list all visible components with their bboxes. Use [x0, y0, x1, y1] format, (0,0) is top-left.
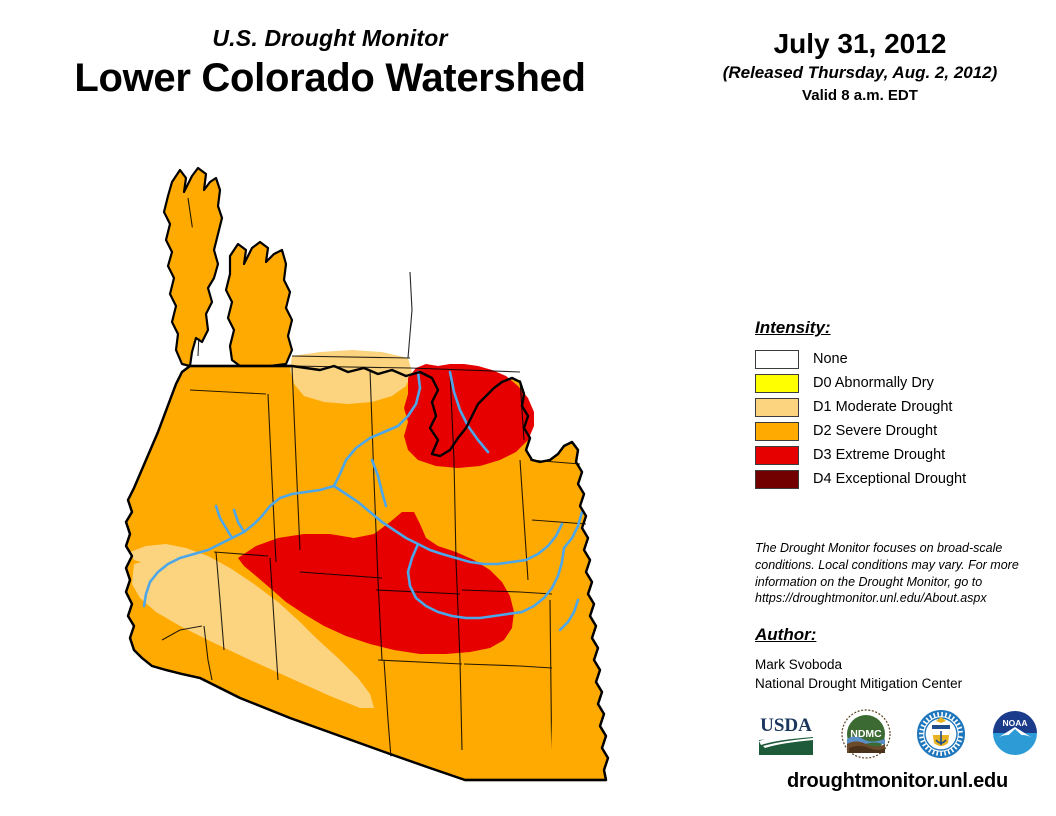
legend-item-d1[interactable]: D1 Moderate Drought: [755, 395, 1035, 419]
logo-row: USDA NDMC NOAA: [755, 705, 1040, 763]
legend-swatch-d1: [755, 397, 799, 417]
legend-panel: Intensity: None D0 Abnormally Dry D1 Mod…: [755, 318, 1035, 491]
valid-time: Valid 8 a.m. EDT: [802, 86, 918, 104]
legend-label-d4: D4 Exceptional Drought: [813, 471, 967, 487]
legend-heading: Intensity:: [755, 318, 831, 337]
ndmc-logo[interactable]: NDMC: [841, 709, 891, 759]
site-url[interactable]: droughtmonitor.unl.edu: [786, 770, 1009, 792]
legend-label-d0: D0 Abnormally Dry: [813, 375, 934, 391]
header-right-block: July 31, 2012 (Released Thursday, Aug. 2…: [690, 28, 1030, 104]
legend-item-none[interactable]: None: [755, 347, 1035, 371]
author-organization: National Drought Mitigation Center: [755, 676, 963, 692]
legend-label-d2: D2 Severe Drought: [813, 423, 938, 439]
header-left-block: U.S. Drought Monitor Lower Colorado Wate…: [0, 25, 660, 101]
legend-item-d3[interactable]: D3 Extreme Drought: [755, 443, 1035, 467]
release-date: (Released Thursday, Aug. 2, 2012): [722, 63, 998, 83]
noaa-logo[interactable]: NOAA: [990, 709, 1040, 759]
svg-text:NOAA: NOAA: [1002, 718, 1027, 728]
legend-swatch-d3: [755, 445, 799, 465]
drought-map[interactable]: [120, 160, 740, 800]
usda-logo[interactable]: USDA: [755, 710, 817, 758]
disclaimer-text: The Drought Monitor focuses on broad-sca…: [755, 541, 1019, 606]
author-block: Author: Mark Svoboda National Drought Mi…: [755, 625, 1035, 693]
map-rivers: [142, 370, 584, 632]
legend-item-d0[interactable]: D0 Abnormally Dry: [755, 371, 1035, 395]
legend-label-d3: D3 Extreme Drought: [813, 447, 946, 463]
svg-text:USDA: USDA: [760, 715, 812, 736]
subtitle: U.S. Drought Monitor: [212, 25, 448, 51]
legend-label-none: None: [813, 351, 848, 367]
doc-seal-logo[interactable]: [916, 709, 966, 759]
map-date: July 31, 2012: [773, 28, 947, 59]
map-region-d2: [124, 166, 610, 782]
legend-swatch-d2: [755, 421, 799, 441]
svg-text:NDMC: NDMC: [851, 728, 883, 740]
map-region-d1: [130, 350, 412, 708]
legend-swatch-d4: [755, 469, 799, 489]
legend-label-d1: D1 Moderate Drought: [813, 399, 953, 415]
legend-swatch-d0: [755, 373, 799, 393]
legend-swatch-none: [755, 349, 799, 369]
map-outline: [124, 364, 610, 782]
author-heading: Author:: [755, 625, 817, 644]
map-boundaries: [161, 197, 587, 781]
legend-item-d4[interactable]: D4 Exceptional Drought: [755, 467, 1035, 491]
legend-item-d2[interactable]: D2 Severe Drought: [755, 419, 1035, 443]
page-title: Lower Colorado Watershed: [74, 56, 586, 101]
author-name: Mark Svoboda: [755, 657, 843, 672]
